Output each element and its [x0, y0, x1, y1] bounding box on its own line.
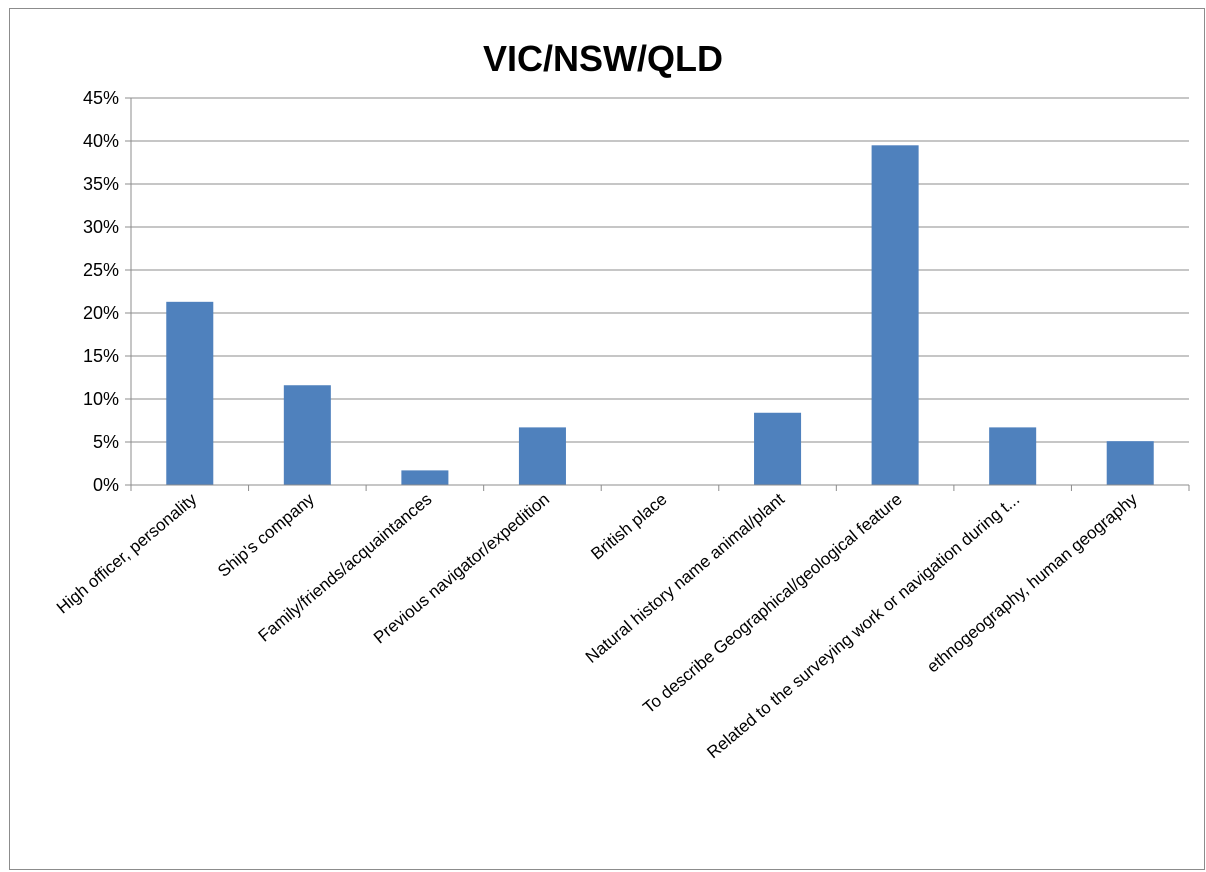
bar: [283, 385, 331, 485]
bar: [1106, 441, 1154, 485]
bar: [166, 301, 214, 485]
bars: [166, 145, 1154, 486]
y-tick-label: 0%: [93, 475, 119, 495]
y-tick-label: 35%: [83, 174, 119, 194]
x-tick-label: British place: [587, 490, 670, 564]
x-tick-labels: High officer, personality Ship's companyF…: [53, 489, 1141, 762]
y-tick-label: 45%: [83, 88, 119, 108]
axes: [125, 97, 1190, 491]
y-tick-label: 10%: [83, 389, 119, 409]
y-tick-label: 5%: [93, 432, 119, 452]
y-tick-label: 15%: [83, 346, 119, 366]
bar: [401, 470, 449, 485]
bar: [518, 427, 566, 485]
y-tick-label: 30%: [83, 217, 119, 237]
bar: [989, 427, 1037, 485]
x-tick-label: To describe Geographical/geological feat…: [639, 490, 905, 718]
bar: [754, 412, 802, 485]
bar: [871, 145, 919, 486]
x-tick-label: High officer, personality: [53, 489, 201, 617]
y-tick-label: 20%: [83, 303, 119, 323]
x-tick-label: ethnogeography, human geography: [923, 489, 1141, 676]
y-tick-label: 25%: [83, 260, 119, 280]
y-tick-labels: 0% 5% 10% 15% 20% 25% 30% 35% 40% 45%: [83, 88, 119, 495]
chart-title: VIC/NSW/QLD: [483, 38, 723, 79]
x-tick-label: Natural history name animal/plant: [582, 489, 788, 667]
x-tick-label: Ship's company: [214, 489, 318, 581]
y-tick-label: 40%: [83, 131, 119, 151]
